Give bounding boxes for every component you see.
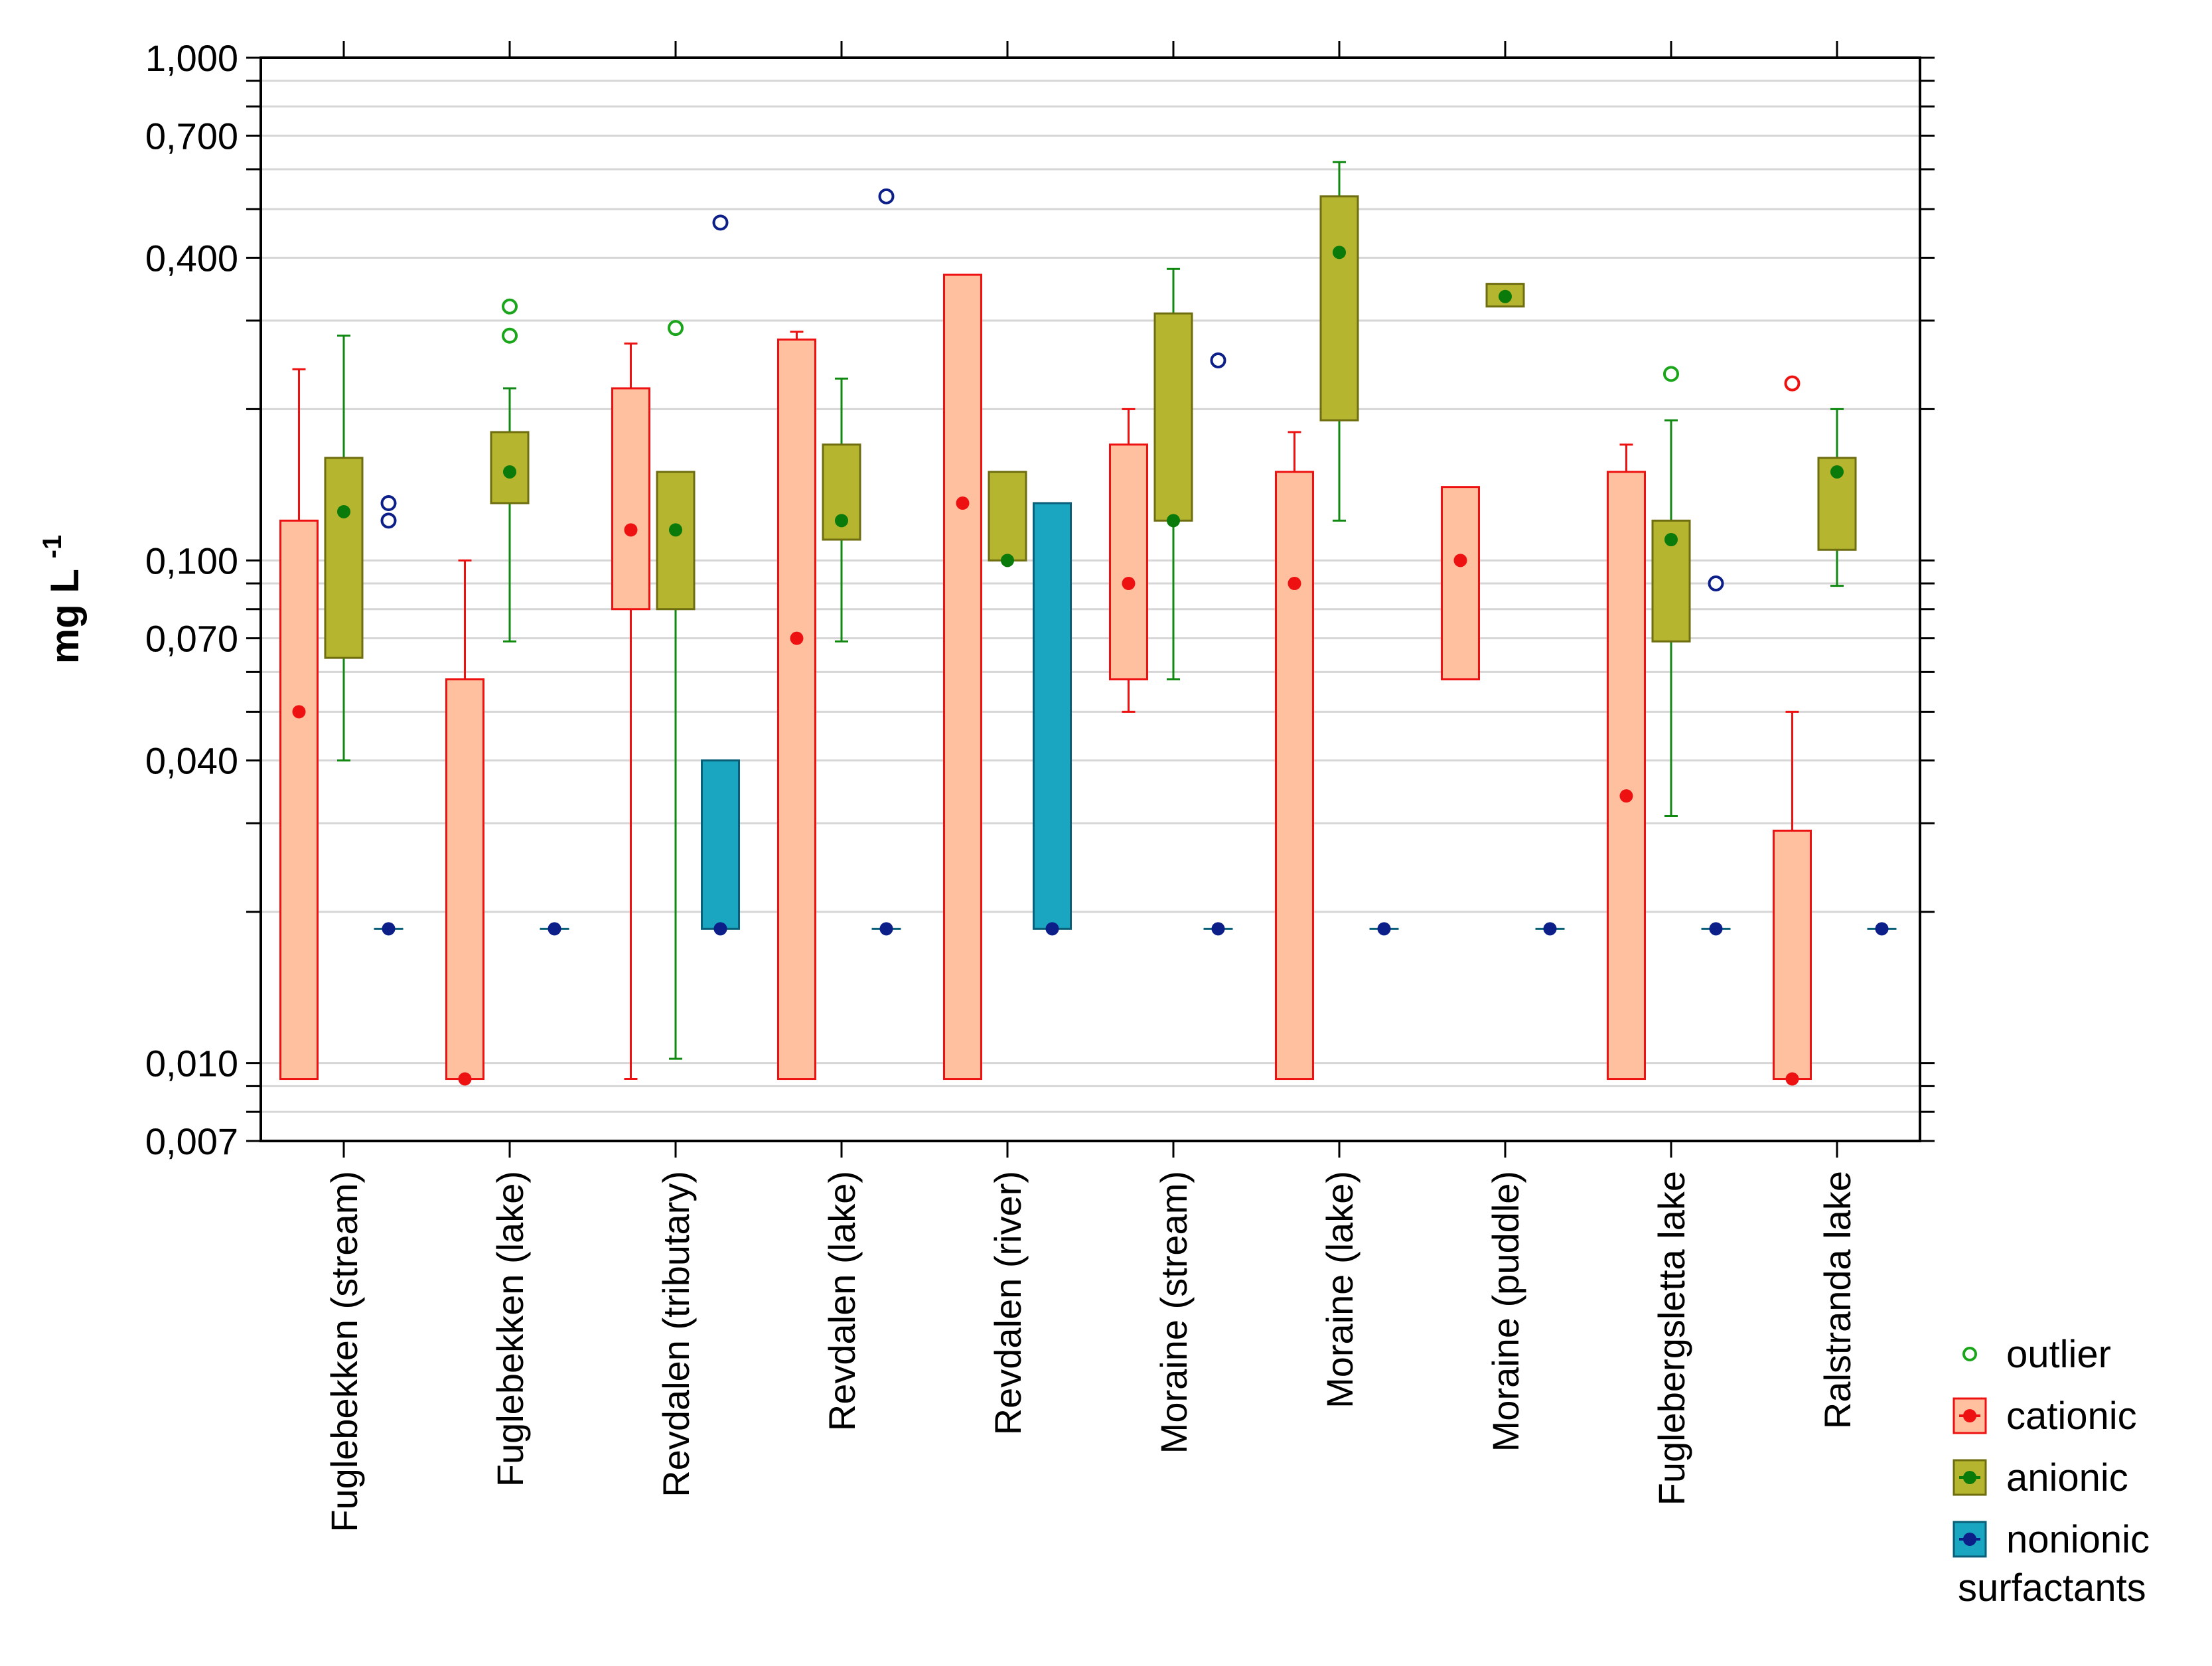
- y-axis-title-superscript: -1: [38, 535, 67, 559]
- cationic-box: [279, 519, 319, 1081]
- anionic-median: [1664, 532, 1678, 546]
- nonionic-box: [701, 759, 740, 930]
- legend: outlier cationic anionic nonionic surfactant…: [1953, 1333, 2150, 1610]
- y-tick-label: 0,400: [145, 237, 238, 279]
- cationic-box: [1773, 829, 1812, 1081]
- category-label: Revdalen (river): [987, 1171, 1029, 1435]
- category-label: Moraine (stream): [1153, 1171, 1195, 1454]
- cationic-box: [611, 387, 650, 611]
- series-nonionic: [374, 188, 1897, 936]
- cationic-median: [790, 631, 804, 645]
- cationic-median: [624, 523, 638, 537]
- anionic-median: [835, 514, 848, 528]
- nonionic-outlier: [1210, 352, 1226, 368]
- nonionic-outlier: [878, 188, 895, 204]
- anionic-outlier: [668, 320, 684, 337]
- anionic-median: [1499, 289, 1512, 303]
- cationic-box: [1109, 443, 1148, 681]
- cationic-median: [458, 1072, 472, 1086]
- legend-footer: surfactants: [1958, 1566, 2146, 1610]
- cationic-box: [943, 273, 982, 1081]
- anionic-box: [656, 471, 696, 611]
- legend-item-cationic: cationic: [1953, 1395, 2137, 1438]
- category-label: Moraine (lake): [1319, 1171, 1361, 1408]
- y-tick-label: 0,040: [145, 740, 238, 782]
- y-axis-title-unit: mg L: [42, 558, 87, 664]
- anionic-median: [1001, 554, 1014, 568]
- nonionic-median: [1709, 922, 1723, 936]
- nonionic-median: [1211, 922, 1225, 936]
- cationic-median: [956, 496, 970, 510]
- cationic-median: [1619, 789, 1633, 803]
- anionic-median: [669, 523, 682, 537]
- cationic-box: [445, 678, 484, 1081]
- anionic-median: [1830, 465, 1844, 479]
- legend-label: outlier: [2006, 1333, 2111, 1376]
- cationic-box: [1441, 486, 1480, 681]
- plot-marks: [279, 161, 1897, 1086]
- anionic-outlier: [502, 327, 518, 344]
- nonionic-outlier: [380, 512, 397, 529]
- category-label: Revdalen (tributary): [655, 1171, 697, 1497]
- y-tick-label: 1,000: [145, 37, 238, 79]
- cationic-median: [1288, 576, 1301, 590]
- plot-frame: [259, 56, 1921, 1142]
- cationic-median: [1453, 554, 1467, 568]
- y-axis-title: mg L -1: [38, 535, 87, 664]
- cationic-median: [1122, 576, 1136, 590]
- anionic-box: [1153, 312, 1193, 522]
- anionic-median: [1167, 514, 1180, 528]
- series-cationic: [279, 273, 1812, 1086]
- anionic-median: [1333, 246, 1346, 260]
- anionic-outlier: [1663, 366, 1679, 382]
- nonionic-median: [382, 922, 396, 936]
- anionic-outlier: [502, 298, 518, 315]
- cationic-median: [1785, 1072, 1799, 1086]
- legend-label: nonionic: [2006, 1518, 2150, 1561]
- category-label: Moraine (puddle): [1485, 1171, 1526, 1452]
- nonionic-median: [548, 922, 561, 936]
- cationic-box: [777, 339, 816, 1081]
- nonionic-median: [1045, 922, 1059, 936]
- nonionic-median: [1543, 922, 1557, 936]
- legend-item-nonionic: nonionic: [1953, 1518, 2150, 1561]
- x-axis-categories: Fuglebekken (stream) Fuglebekken (lake) Re…: [323, 41, 1858, 1533]
- nonionic-outlier: [1708, 575, 1724, 591]
- anionic-box: [988, 471, 1027, 562]
- nonionic-median: [1377, 922, 1391, 936]
- y-tick-label: 0,070: [145, 618, 238, 660]
- y-tick-label: 0,700: [145, 115, 238, 157]
- category-label: Fuglebekken (stream): [323, 1171, 365, 1533]
- nonionic-median: [1875, 922, 1889, 936]
- nonionic-outlier: [712, 214, 729, 231]
- series-anionic: [324, 161, 1857, 1060]
- nonionic-outlier: [380, 495, 397, 512]
- legend-label: cationic: [2006, 1395, 2137, 1438]
- category-label: Revdalen (lake): [821, 1171, 863, 1431]
- anionic-median: [337, 504, 350, 518]
- category-label: Fuglebergsletta lake: [1651, 1171, 1692, 1505]
- y-tick-label: 0,100: [145, 540, 238, 581]
- category-label: Ralstranda lake: [1816, 1171, 1858, 1429]
- cationic-median: [292, 705, 306, 719]
- anionic-box: [324, 457, 364, 659]
- anionic-median: [503, 465, 516, 479]
- cationic-box: [1275, 471, 1314, 1081]
- y-tick-label: 0,010: [145, 1043, 238, 1085]
- nonionic-median: [879, 922, 893, 936]
- legend-item-anionic: anionic: [1953, 1456, 2128, 1499]
- y-tick-label: 0,007: [145, 1120, 238, 1162]
- legend-label: anionic: [2006, 1456, 2128, 1499]
- cationic-outlier: [1784, 375, 1801, 392]
- cationic-box: [1607, 471, 1646, 1081]
- anionic-box: [1319, 195, 1359, 421]
- nonionic-median: [713, 922, 727, 936]
- legend-outlier-marker: [1962, 1347, 1977, 1361]
- legend-item-outlier: outlier: [1962, 1333, 2111, 1376]
- nonionic-box: [1033, 502, 1072, 930]
- y-axis: 1,000 0,700 0,400 0,100 0,070 0,040 0,010 0,007…: [38, 37, 1935, 1162]
- category-label: Fuglebekken (lake): [489, 1171, 531, 1487]
